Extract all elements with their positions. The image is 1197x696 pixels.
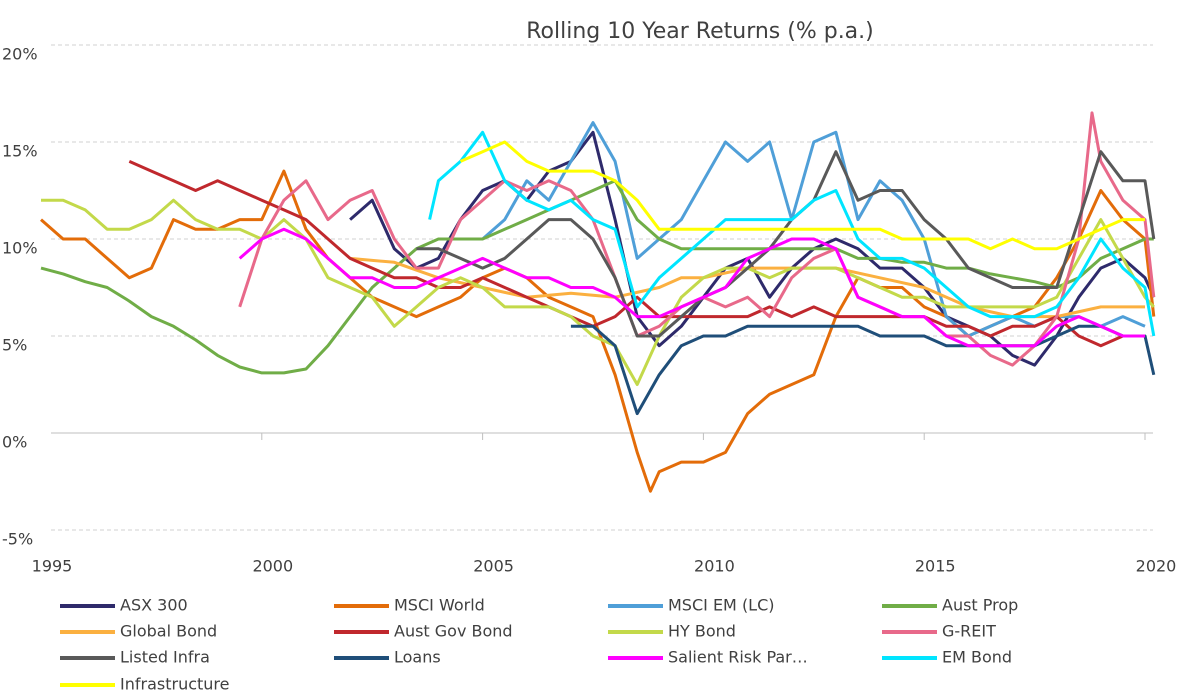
x-tick-label: 1995 xyxy=(32,557,73,576)
legend-label: Listed Infra xyxy=(120,648,210,667)
x-tick-label: 2020 xyxy=(1136,557,1177,576)
x-tick-label: 2010 xyxy=(694,557,735,576)
legend-label: MSCI World xyxy=(394,596,485,615)
series-line xyxy=(238,227,1145,348)
series-line xyxy=(349,130,1156,367)
series-line xyxy=(128,160,1145,348)
series-line xyxy=(570,324,1156,416)
y-tick-label: 5% xyxy=(2,336,27,355)
chart-title: Rolling 10 Year Returns (% p.a.) xyxy=(526,19,874,44)
legend-label: Aust Prop xyxy=(942,596,1018,615)
legend-label: Salient Risk Par… xyxy=(668,648,808,667)
legend-label: MSCI EM (LC) xyxy=(668,596,775,615)
x-tick-label: 2015 xyxy=(915,557,956,576)
legend-label: HY Bond xyxy=(668,622,736,641)
legend-label: Loans xyxy=(394,648,441,667)
y-tick-label: 0% xyxy=(2,433,27,452)
x-tick-label: 2005 xyxy=(473,557,514,576)
series-line xyxy=(428,130,1156,337)
legend-label: ASX 300 xyxy=(120,596,188,615)
y-tick-label: 20% xyxy=(2,45,38,64)
series-line xyxy=(459,140,1145,251)
y-tick-label: -5% xyxy=(2,530,33,549)
legend-label: Global Bond xyxy=(120,622,217,641)
y-tick-label: 10% xyxy=(2,239,38,258)
series-line xyxy=(40,179,1154,375)
legend-label: G-REIT xyxy=(942,622,996,641)
series-line xyxy=(349,256,1145,319)
y-tick-label: 15% xyxy=(2,142,38,161)
legend-label: Aust Gov Bond xyxy=(394,622,513,641)
series-line xyxy=(41,198,1155,386)
legend-label: Infrastructure xyxy=(120,675,229,694)
legend-label: EM Bond xyxy=(942,648,1012,667)
x-tick-label: 2000 xyxy=(252,557,293,576)
series-line xyxy=(238,111,1156,367)
